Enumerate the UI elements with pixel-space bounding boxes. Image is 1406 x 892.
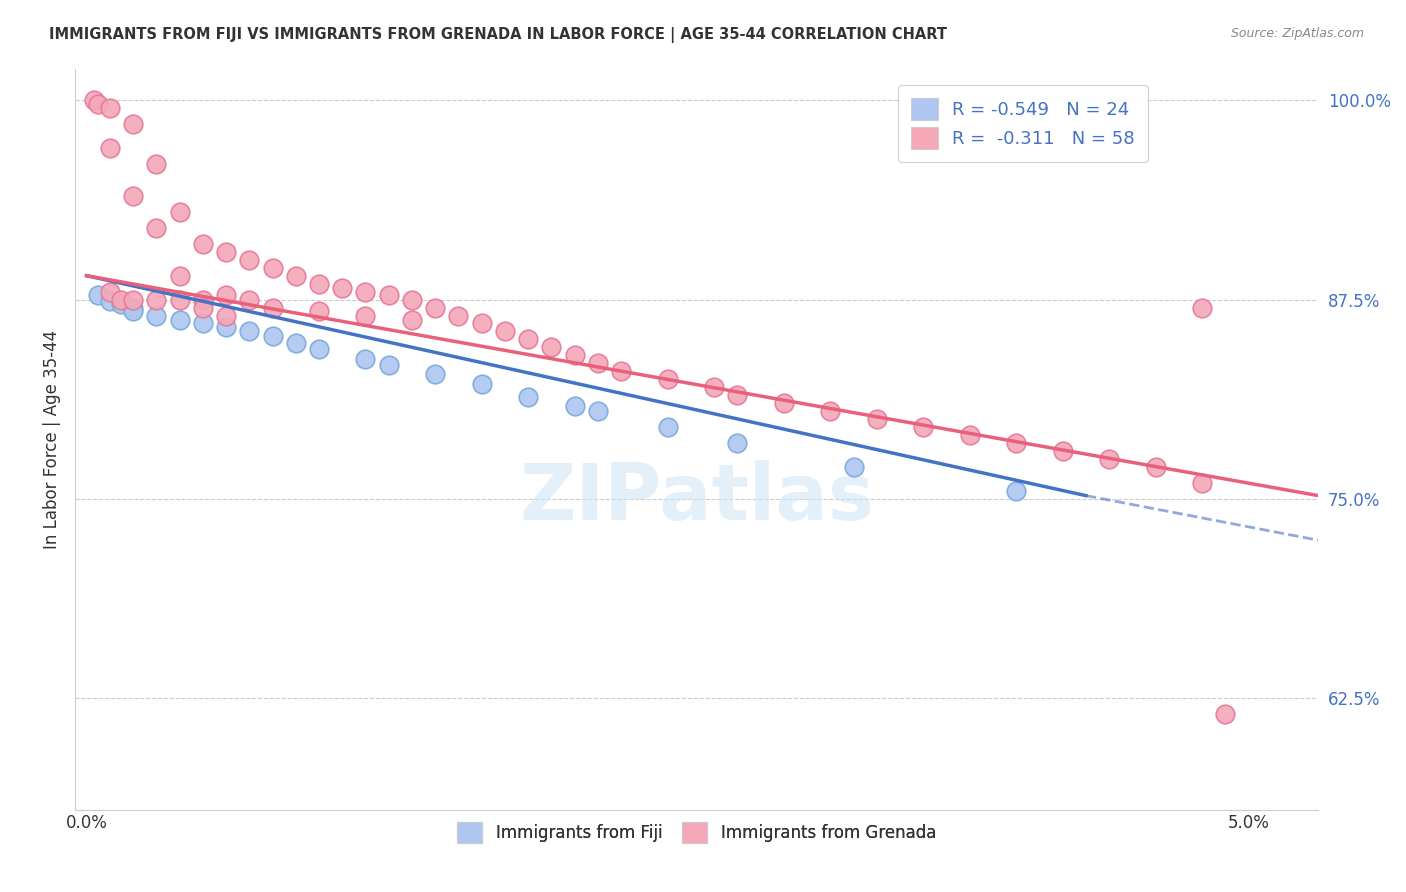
Point xyxy=(1144,459,1167,474)
Point xyxy=(959,428,981,442)
Point xyxy=(425,301,447,315)
Point xyxy=(912,420,935,434)
Point xyxy=(87,96,110,111)
Point xyxy=(122,301,145,315)
Point xyxy=(98,285,121,299)
Point xyxy=(122,303,145,318)
Point xyxy=(330,281,353,295)
Point xyxy=(866,412,889,426)
Point xyxy=(772,396,794,410)
Point xyxy=(191,301,214,315)
Point xyxy=(517,333,540,347)
Point xyxy=(517,390,540,404)
Point xyxy=(1191,475,1213,490)
Point xyxy=(87,288,110,302)
Point xyxy=(122,189,145,203)
Point xyxy=(725,436,748,450)
Text: ZIPatlas: ZIPatlas xyxy=(519,460,875,536)
Point xyxy=(145,309,167,323)
Point xyxy=(425,368,447,382)
Point xyxy=(110,293,132,307)
Point xyxy=(169,313,191,327)
Point xyxy=(1052,444,1074,458)
Point xyxy=(354,309,377,323)
Point xyxy=(564,400,586,414)
Point xyxy=(586,404,609,418)
Point xyxy=(262,260,284,275)
Point xyxy=(1098,452,1121,467)
Point xyxy=(122,117,145,131)
Point xyxy=(377,288,399,302)
Point xyxy=(1005,436,1028,450)
Point xyxy=(725,388,748,402)
Point xyxy=(471,317,494,331)
Point xyxy=(842,459,865,474)
Point xyxy=(215,309,238,323)
Point xyxy=(564,348,586,362)
Point xyxy=(1191,301,1213,315)
Point xyxy=(586,356,609,370)
Point xyxy=(284,268,307,283)
Text: Source: ZipAtlas.com: Source: ZipAtlas.com xyxy=(1230,27,1364,40)
Point xyxy=(145,157,167,171)
Point xyxy=(1213,706,1236,721)
Point xyxy=(215,288,238,302)
Point xyxy=(262,301,284,315)
Point xyxy=(238,293,260,307)
Point xyxy=(238,252,260,267)
Point xyxy=(308,342,330,356)
Point xyxy=(308,303,330,318)
Point xyxy=(262,329,284,343)
Point xyxy=(308,277,330,291)
Point xyxy=(191,317,214,331)
Point xyxy=(1005,483,1028,498)
Point xyxy=(377,358,399,372)
Text: IMMIGRANTS FROM FIJI VS IMMIGRANTS FROM GRENADA IN LABOR FORCE | AGE 35-44 CORRE: IMMIGRANTS FROM FIJI VS IMMIGRANTS FROM … xyxy=(49,27,948,43)
Point xyxy=(215,244,238,259)
Point xyxy=(145,293,167,307)
Point xyxy=(284,335,307,350)
Point xyxy=(98,101,121,115)
Point xyxy=(191,293,214,307)
Point xyxy=(98,294,121,309)
Point xyxy=(98,141,121,155)
Point xyxy=(401,293,423,307)
Point xyxy=(354,351,377,366)
Point xyxy=(494,325,516,339)
Point xyxy=(820,404,842,418)
Point xyxy=(191,236,214,251)
Point xyxy=(110,297,132,311)
Point xyxy=(471,377,494,392)
Point xyxy=(122,293,145,307)
Y-axis label: In Labor Force | Age 35-44: In Labor Force | Age 35-44 xyxy=(44,329,60,549)
Point xyxy=(238,325,260,339)
Point xyxy=(540,340,562,354)
Point xyxy=(401,313,423,327)
Point xyxy=(657,372,679,386)
Point xyxy=(169,268,191,283)
Point xyxy=(447,309,470,323)
Point xyxy=(169,293,191,307)
Point xyxy=(610,364,633,378)
Point xyxy=(354,285,377,299)
Point xyxy=(83,94,105,108)
Point xyxy=(145,220,167,235)
Legend: Immigrants from Fiji, Immigrants from Grenada: Immigrants from Fiji, Immigrants from Gr… xyxy=(451,815,942,849)
Point xyxy=(169,205,191,219)
Point xyxy=(657,420,679,434)
Point xyxy=(703,380,725,394)
Point xyxy=(215,319,238,334)
